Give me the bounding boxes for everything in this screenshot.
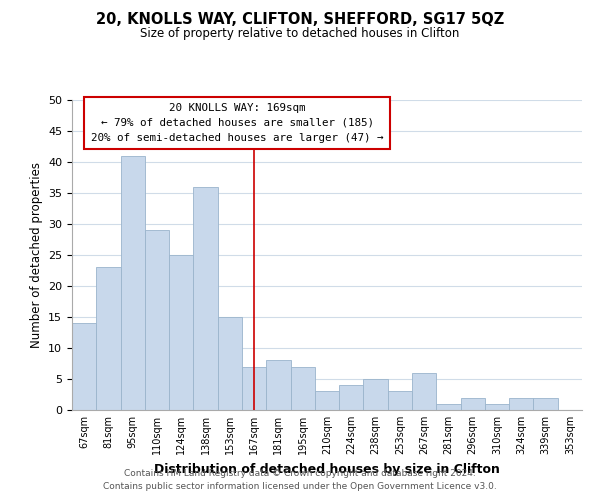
Text: Contains public sector information licensed under the Open Government Licence v3: Contains public sector information licen… bbox=[103, 482, 497, 491]
Bar bbox=[339, 385, 364, 410]
Text: 20, KNOLLS WAY, CLIFTON, SHEFFORD, SG17 5QZ: 20, KNOLLS WAY, CLIFTON, SHEFFORD, SG17 … bbox=[96, 12, 504, 28]
Text: Contains HM Land Registry data © Crown copyright and database right 2024.: Contains HM Land Registry data © Crown c… bbox=[124, 468, 476, 477]
Bar bbox=[121, 156, 145, 410]
Text: 20 KNOLLS WAY: 169sqm
← 79% of detached houses are smaller (185)
20% of semi-det: 20 KNOLLS WAY: 169sqm ← 79% of detached … bbox=[91, 103, 383, 142]
Bar bbox=[96, 268, 121, 410]
Bar bbox=[72, 323, 96, 410]
X-axis label: Distribution of detached houses by size in Clifton: Distribution of detached houses by size … bbox=[154, 462, 500, 475]
Bar bbox=[266, 360, 290, 410]
Bar bbox=[364, 379, 388, 410]
Bar bbox=[436, 404, 461, 410]
Bar bbox=[315, 392, 339, 410]
Bar bbox=[242, 366, 266, 410]
Bar bbox=[485, 404, 509, 410]
Y-axis label: Number of detached properties: Number of detached properties bbox=[29, 162, 43, 348]
Bar bbox=[218, 317, 242, 410]
Bar bbox=[461, 398, 485, 410]
Bar bbox=[169, 255, 193, 410]
Bar bbox=[290, 366, 315, 410]
Bar bbox=[388, 392, 412, 410]
Bar bbox=[509, 398, 533, 410]
Bar bbox=[193, 187, 218, 410]
Text: Size of property relative to detached houses in Clifton: Size of property relative to detached ho… bbox=[140, 28, 460, 40]
Bar bbox=[145, 230, 169, 410]
Bar bbox=[412, 373, 436, 410]
Bar bbox=[533, 398, 558, 410]
